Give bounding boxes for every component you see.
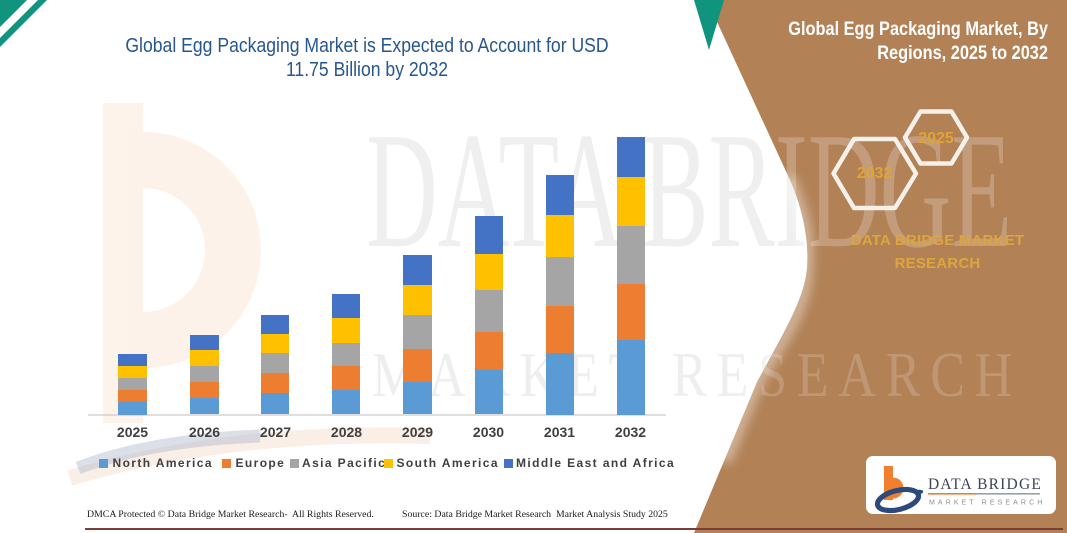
svg-text:MARKET RESEARCH: MARKET RESEARCH [929,500,1045,507]
svg-text:DATA BRIDGE: DATA BRIDGE [928,476,1042,493]
